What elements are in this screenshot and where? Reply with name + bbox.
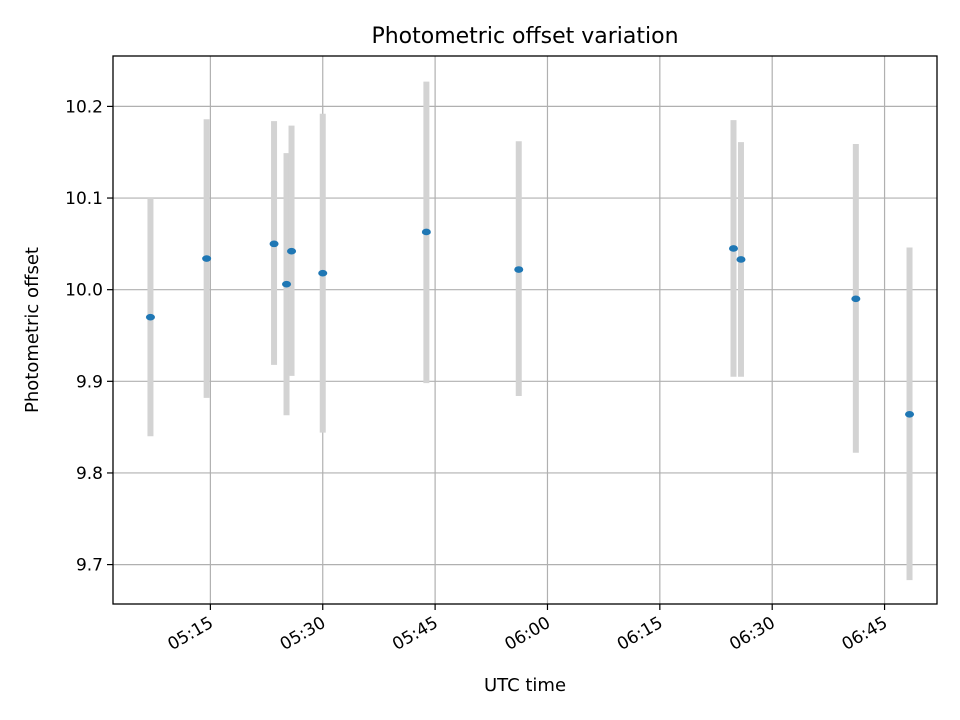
data-point: [269, 240, 279, 248]
y-tick-label: 9.9: [76, 372, 103, 392]
data-point: [905, 411, 915, 418]
x-tick-label: 05:45: [389, 613, 441, 655]
x-axis-label: UTC time: [484, 675, 566, 696]
data-point: [736, 256, 746, 263]
chart-title: Photometric offset variation: [371, 24, 678, 49]
data-point: [318, 269, 328, 277]
y-tick-label: 9.8: [76, 464, 103, 484]
data-point: [287, 247, 297, 255]
data-point: [202, 255, 212, 262]
x-tick-label: 06:30: [726, 613, 778, 655]
error-bars: [147, 81, 913, 581]
x-tick-label: 05:15: [164, 613, 216, 655]
y-tick-label: 10.1: [65, 189, 103, 209]
y-axis-label: Photometric offset: [22, 247, 43, 413]
x-tick-label: 05:30: [277, 613, 329, 655]
data-points: [145, 228, 915, 418]
data-point: [728, 245, 738, 252]
data-point: [514, 266, 524, 273]
plot-area-frame: [112, 55, 938, 605]
data-point: [145, 313, 155, 321]
data-point: [282, 280, 292, 288]
data-point: [421, 228, 431, 236]
x-axis-ticks: 05:15 05:30 05:45 06:00 06:15 06:30 06:45: [164, 604, 891, 655]
y-tick-label: 10.0: [65, 281, 103, 301]
x-tick-label: 06:15: [614, 613, 666, 655]
y-tick-label: 9.7: [76, 556, 103, 576]
x-tick-label: 06:00: [502, 613, 554, 655]
y-tick-label: 10.2: [65, 97, 103, 117]
y-axis-ticks: 9.7 9.8 9.9 10.0 10.1 10.2: [65, 97, 113, 576]
x-tick-label: 06:45: [839, 613, 891, 655]
data-point: [851, 295, 861, 303]
grid-lines: [113, 56, 937, 604]
